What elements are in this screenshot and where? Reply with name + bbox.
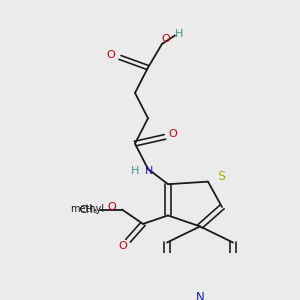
Text: methyl: methyl: [70, 204, 104, 214]
Text: O: O: [162, 34, 170, 44]
Text: O: O: [108, 202, 116, 212]
Text: O: O: [118, 241, 127, 251]
Text: H: H: [175, 29, 183, 39]
Text: N: N: [196, 291, 204, 300]
Text: S: S: [217, 170, 225, 183]
Text: N: N: [145, 166, 153, 176]
Text: O: O: [106, 50, 116, 60]
Text: CH₃: CH₃: [80, 205, 98, 214]
Text: O: O: [169, 129, 177, 139]
Text: H: H: [131, 166, 139, 176]
